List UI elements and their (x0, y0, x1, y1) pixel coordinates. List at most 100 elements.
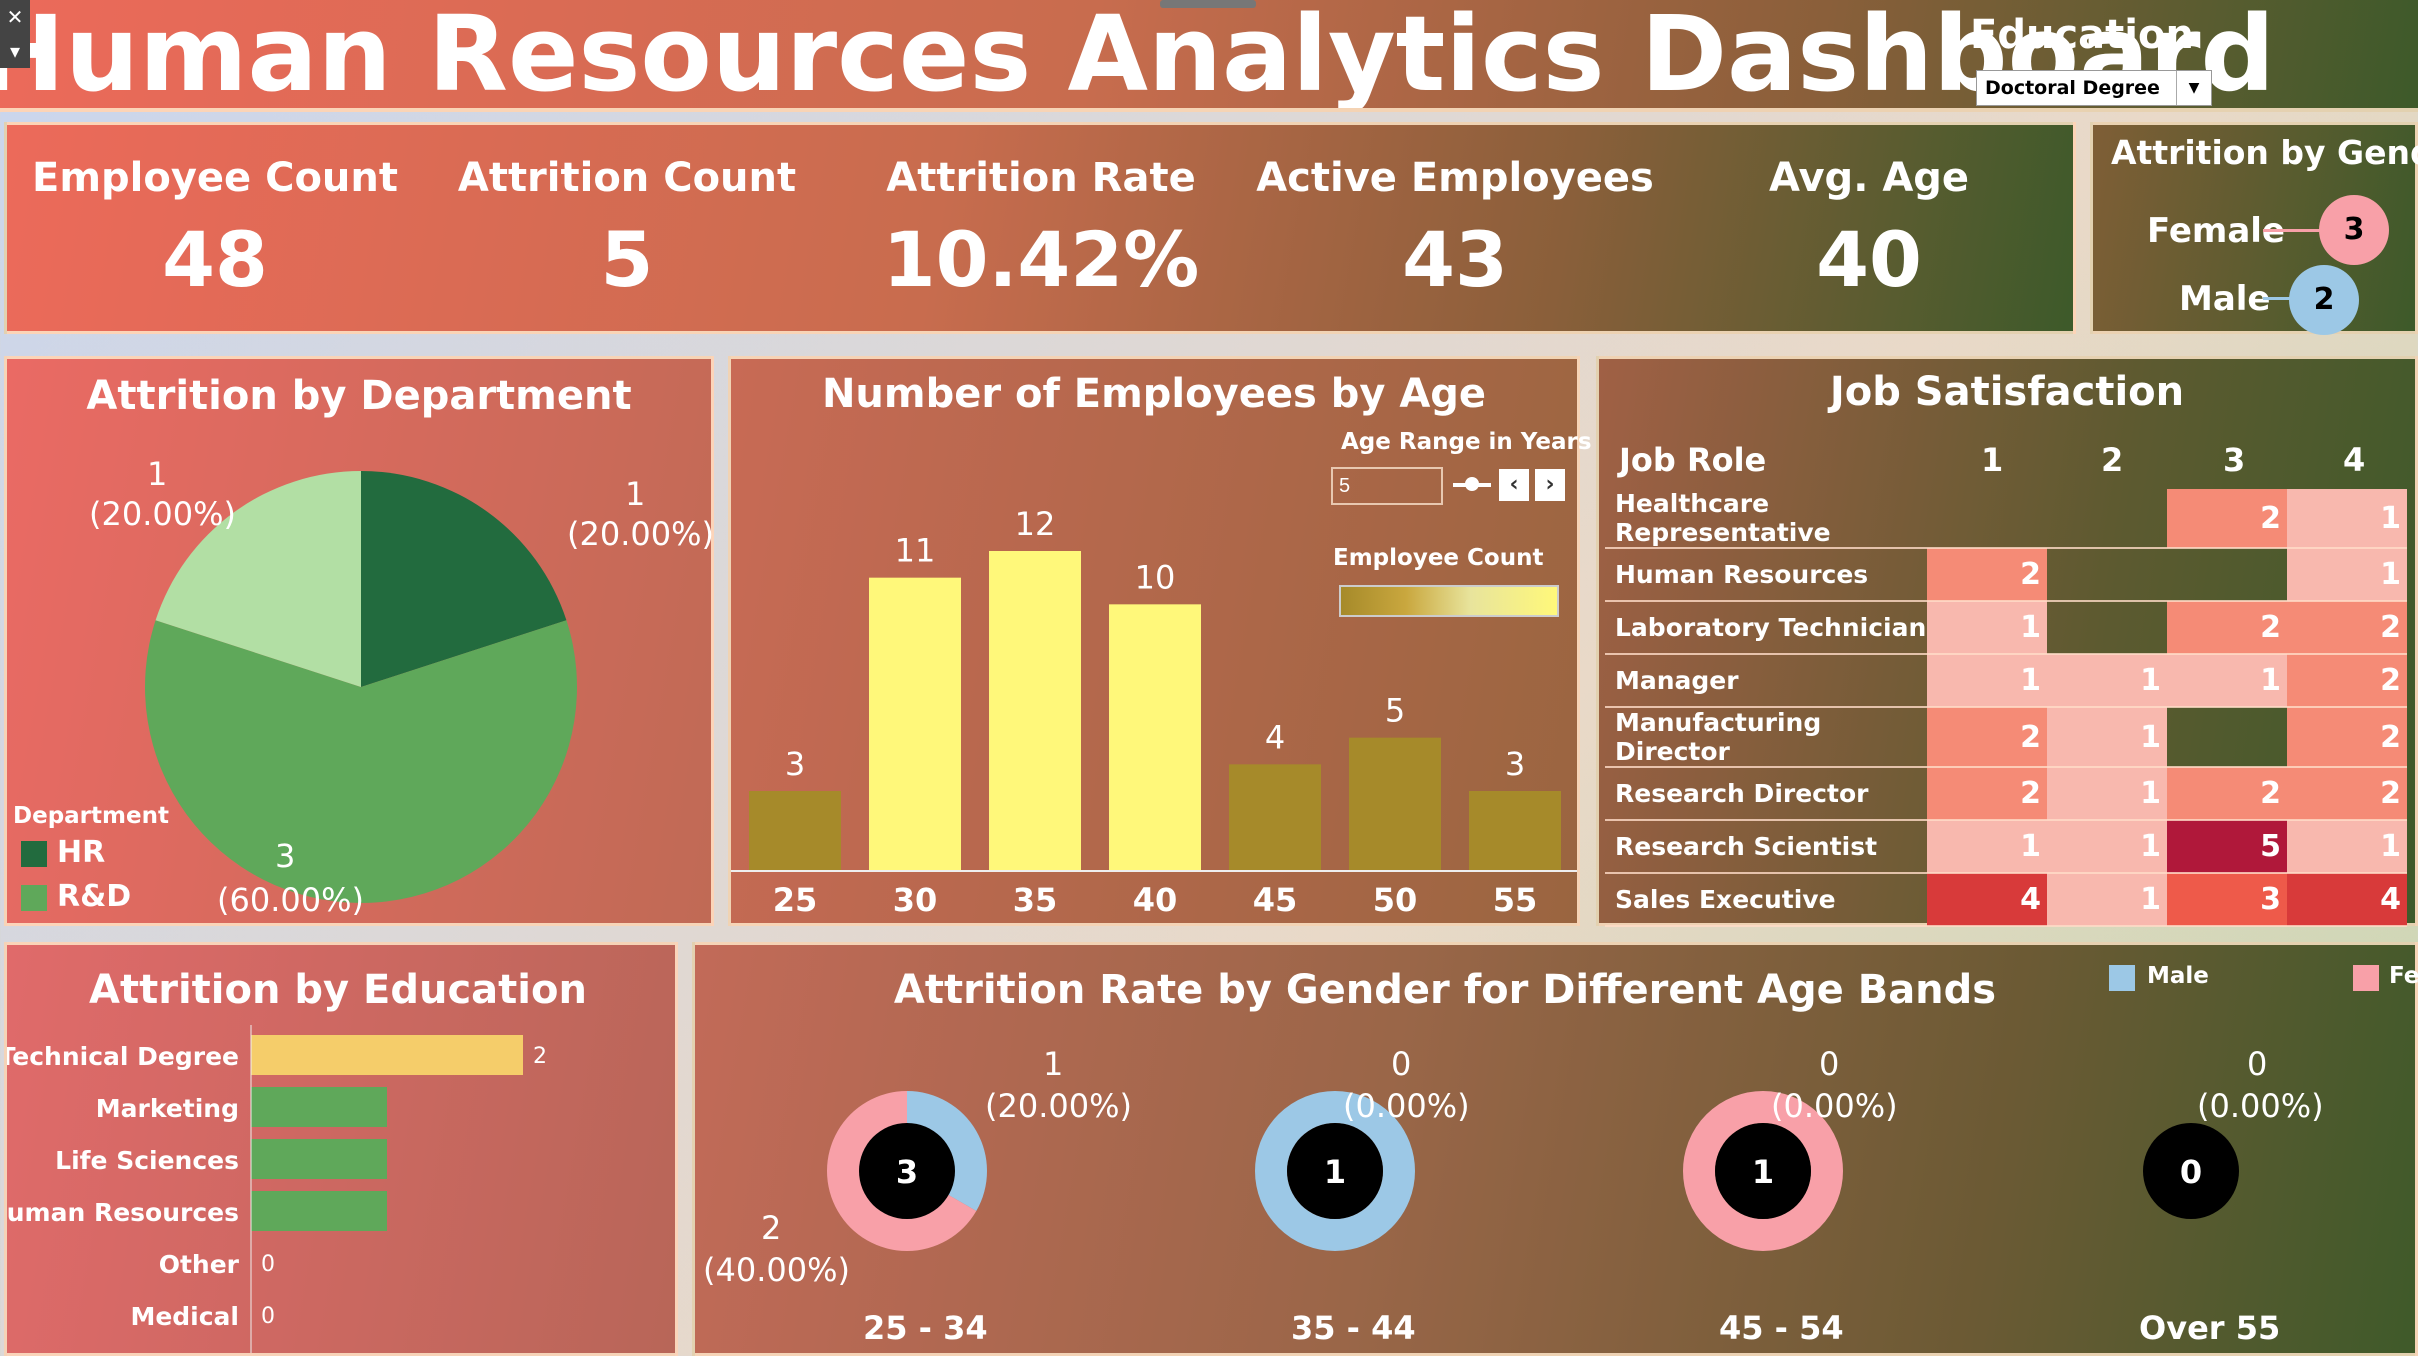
satisfaction-cell[interactable]: 2 (2287, 654, 2407, 708)
bar-value-label: 12 (1015, 505, 1056, 543)
satisfaction-cell[interactable]: 2 (2167, 601, 2287, 655)
bar-value-label: 4 (1265, 718, 1285, 756)
table-row[interactable]: Sales Executive 4 1 3 4 (1605, 873, 2407, 927)
age-bar[interactable] (989, 551, 1081, 871)
satisfaction-cell[interactable]: 2 (2287, 601, 2407, 655)
drag-handle[interactable] (1160, 0, 1256, 8)
satisfaction-cell[interactable]: 2 (2167, 489, 2287, 549)
table-row[interactable]: Healthcare Representative 2 1 (1605, 489, 2407, 549)
pie-slice-rd[interactable] (145, 620, 578, 903)
level-header: 1 (1981, 441, 2004, 479)
age-range-label: Age Range in Years (1341, 429, 1592, 455)
job-role-cell: Research Scientist (1605, 820, 1927, 874)
education-bar[interactable] (251, 1139, 387, 1179)
band-label: 45 - 54 (1719, 1309, 1844, 1347)
table-row[interactable]: Research Director 2 1 2 2 (1605, 767, 2407, 821)
gender-female-bubble: 3 (2319, 195, 2389, 265)
education-bar[interactable] (251, 1191, 387, 1231)
age-bands-panel: Attrition Rate by Gender for Different A… (692, 942, 2418, 1356)
satisfaction-cell[interactable]: 1 (2047, 820, 2167, 874)
satisfaction-cell[interactable] (2047, 548, 2167, 602)
satisfaction-cell[interactable]: 1 (2047, 873, 2167, 927)
chevron-down-icon[interactable]: ▼ (2176, 71, 2211, 105)
legend-label-female: Fe (2389, 963, 2418, 989)
page-title: Human Resources Analytics Dashboard (0, 0, 2275, 112)
donut-ring-female[interactable] (1683, 1091, 1843, 1251)
satisfaction-cell[interactable]: 2 (1927, 707, 2047, 768)
education-dropdown[interactable]: Doctoral Degree ▼ (1976, 70, 2212, 106)
kpi-attrition-count: Attrition Count 5 (427, 125, 827, 304)
department-pie-chart (145, 471, 578, 903)
satisfaction-cell[interactable] (2167, 707, 2287, 768)
band-top-pct: (0.00%) (2197, 1087, 2324, 1125)
table-row[interactable]: Research Scientist 1 1 5 1 (1605, 820, 2407, 874)
education-bar[interactable] (251, 1035, 523, 1075)
band-top-count: 1 (1043, 1045, 1064, 1083)
age-bar[interactable] (869, 577, 961, 871)
age-bar[interactable] (1229, 764, 1321, 871)
satisfaction-cell[interactable]: 4 (2287, 873, 2407, 927)
satisfaction-cell[interactable]: 2 (2287, 767, 2407, 821)
satisfaction-cell[interactable]: 1 (2167, 654, 2287, 708)
job-role-cell: Manufacturing Director (1605, 707, 1927, 768)
legend-swatch (21, 885, 47, 911)
legend-label-male: Male (2147, 963, 2209, 989)
table-row[interactable]: Manufacturing Director 2 1 2 (1605, 707, 2407, 768)
education-value-label: 2 (533, 1044, 547, 1069)
satisfaction-cell[interactable]: 1 (1927, 654, 2047, 708)
satisfaction-cell[interactable] (2047, 601, 2167, 655)
kpi-label: Attrition Rate (886, 155, 1196, 201)
bar-value-label: 10 (1135, 558, 1176, 596)
close-icon[interactable]: ✕ ▾ (0, 0, 30, 68)
satisfaction-cell[interactable]: 5 (2167, 820, 2287, 874)
kpi-value: 5 (600, 215, 654, 304)
pie-label-count: 3 (275, 837, 296, 875)
satisfaction-cell[interactable]: 1 (1927, 820, 2047, 874)
table-row[interactable]: Manager 1 1 1 2 (1605, 654, 2407, 708)
satisfaction-cell[interactable]: 2 (2287, 707, 2407, 768)
chevron-left-icon[interactable]: ‹ (1499, 469, 1529, 501)
kpi-label: Active Employees (1256, 155, 1654, 201)
pie-slice-hr[interactable] (361, 471, 567, 687)
satisfaction-cell[interactable]: 1 (2047, 707, 2167, 768)
satisfaction-cell[interactable]: 3 (2167, 873, 2287, 927)
chevron-right-icon[interactable]: › (1535, 469, 1565, 501)
band-label: 25 - 34 (863, 1309, 988, 1347)
age-bar[interactable] (1109, 604, 1201, 871)
satisfaction-cell[interactable]: 1 (1927, 601, 2047, 655)
satisfaction-cell[interactable]: 2 (1927, 548, 2047, 602)
satisfaction-cell[interactable]: 1 (2047, 654, 2167, 708)
education-category-label: Other (159, 1250, 240, 1279)
table-row[interactable]: Human Resources 2 1 (1605, 548, 2407, 602)
legend-label-hr: HR (57, 835, 106, 870)
satisfaction-cell[interactable] (2167, 548, 2287, 602)
table-row[interactable]: Laboratory Technician 1 2 2 (1605, 601, 2407, 655)
donut-center (1287, 1123, 1383, 1219)
satisfaction-cell[interactable]: 1 (2047, 767, 2167, 821)
satisfaction-cell[interactable]: 1 (2287, 820, 2407, 874)
age-range-input[interactable] (1331, 467, 1443, 505)
age-range-slider[interactable] (1453, 477, 1491, 491)
age-band-donuts: 3 1 1 0 (827, 1091, 2239, 1251)
age-bar[interactable] (749, 791, 841, 871)
satisfaction-cell[interactable]: 1 (2287, 548, 2407, 602)
bar-value-label: 3 (785, 745, 805, 783)
satisfaction-cell[interactable] (1927, 489, 2047, 549)
education-category-label: Medical (130, 1302, 239, 1331)
kpi-label: Avg. Age (1768, 155, 1970, 201)
satisfaction-cell[interactable]: 2 (2167, 767, 2287, 821)
level-header: 4 (2343, 441, 2366, 479)
job-role-cell: Healthcare Representative (1605, 489, 1927, 549)
age-bar[interactable] (1349, 737, 1441, 871)
gender-female-stem (2263, 229, 2323, 232)
color-legend-bar (1339, 585, 1559, 617)
age-bar[interactable] (1469, 791, 1561, 871)
satisfaction-cell[interactable] (2047, 489, 2167, 549)
satisfaction-cell[interactable]: 2 (1927, 767, 2047, 821)
satisfaction-cell[interactable]: 4 (1927, 873, 2047, 927)
satisfaction-cell[interactable]: 1 (2287, 489, 2407, 549)
department-title: Attrition by Department (86, 373, 632, 419)
donut-ring-male[interactable] (1255, 1091, 1415, 1251)
education-bar[interactable] (251, 1087, 387, 1127)
pie-slice-sales[interactable] (155, 471, 361, 687)
